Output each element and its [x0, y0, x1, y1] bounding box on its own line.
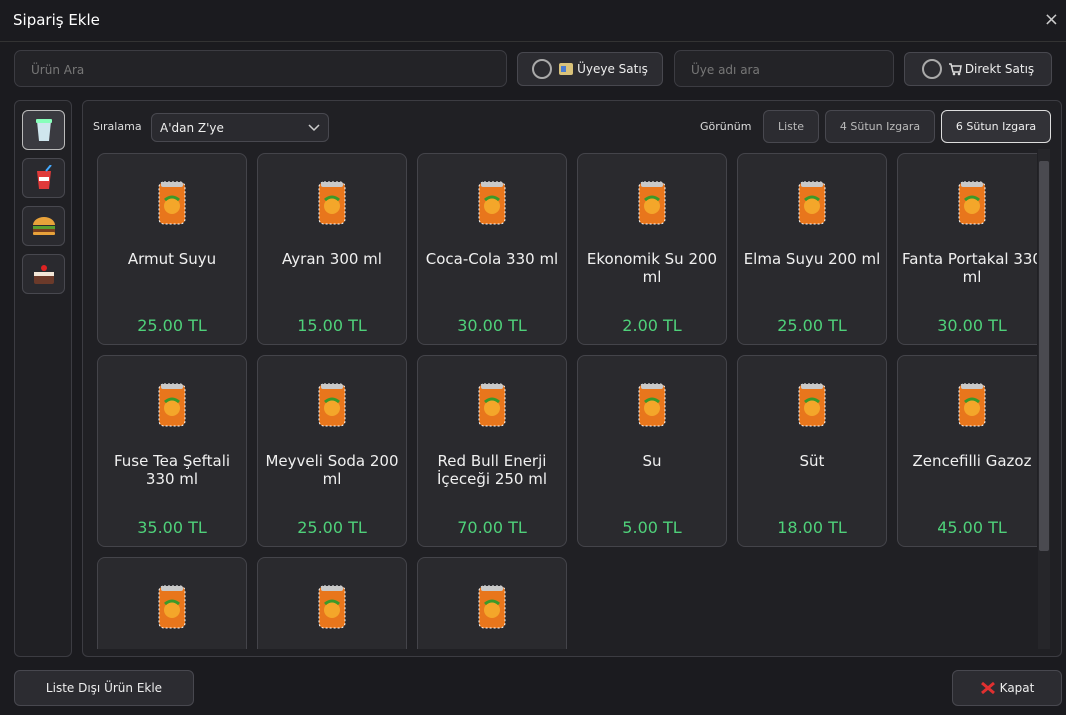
icon	[948, 63, 962, 76]
add-unlisted-button[interactable]: Liste Dışı Ürün Ekle	[14, 670, 194, 706]
radio	[921, 59, 942, 79]
product-price: 25.00 TL	[777, 316, 847, 335]
product-price: 15.00 TL	[297, 316, 367, 335]
close-icon[interactable]: ×	[1043, 9, 1059, 30]
product-name: Fanta Portakal 330 ml	[902, 250, 1037, 286]
product-name: Zencefilli Gazoz	[912, 452, 1032, 470]
product-name: Ayran 300 ml	[282, 250, 382, 268]
product-card[interactable]: Elma Suyu 200 ml 25.00 TL	[737, 153, 887, 345]
product-image	[158, 585, 186, 629]
product-name: Elma Suyu 200 ml	[743, 250, 881, 268]
sort-label: Sıralama	[93, 120, 142, 133]
product-price: 18.00 TL	[777, 518, 847, 537]
product-image	[958, 383, 986, 427]
product-card[interactable]: Zencefilli Gazoz 45.00 TL	[897, 355, 1037, 547]
product-card[interactable]	[97, 557, 247, 649]
placeholder: Üye adı ara	[691, 63, 760, 77]
radio	[532, 59, 553, 79]
product-name: Armut Suyu	[127, 250, 217, 268]
product-price: 45.00 TL	[937, 518, 1007, 537]
product-card[interactable]	[257, 557, 407, 649]
label: Kapat	[999, 681, 1035, 695]
product-card[interactable]: Meyveli Soda 200 ml 25.00 TL	[257, 355, 407, 547]
product-name: Meyveli Soda 200 ml	[265, 452, 399, 488]
product-name: Süt	[799, 452, 825, 470]
icon	[980, 681, 995, 695]
product-image	[798, 181, 826, 225]
product-name: Su	[642, 452, 662, 470]
product-card[interactable]: Su 5.00 TL	[577, 355, 727, 547]
product-card[interactable]: Ekonomik Su 200 ml 2.00 TL	[577, 153, 727, 345]
product-card[interactable]: Fanta Portakal 330 ml 30.00 TL	[897, 153, 1037, 345]
product-image	[478, 585, 506, 629]
category-sidebar	[14, 100, 72, 657]
product-card[interactable]: Armut Suyu 25.00 TL	[97, 153, 247, 345]
label: Üyeye Satış	[577, 62, 648, 76]
product-panel: Sıralama A'dan Z'ye Görünüm Liste 4 Sütu…	[82, 100, 1062, 657]
sort-value: A'dan Z'ye	[160, 120, 224, 135]
search-input[interactable]: Ürün Ara	[14, 50, 507, 87]
close-button[interactable]: Kapat	[952, 670, 1062, 706]
title-bar: Sipariş Ekle ×	[0, 0, 1066, 42]
product-image	[158, 383, 186, 427]
product-name: Fuse Tea Şeftali 330 ml	[113, 452, 231, 488]
view-6-col[interactable]: 6 Sütun Izgara	[941, 110, 1051, 143]
product-card[interactable]: Fuse Tea Şeftali 330 ml 35.00 TL	[97, 355, 247, 547]
view-list[interactable]: Liste	[763, 110, 819, 143]
product-price: 25.00 TL	[297, 518, 367, 537]
product-name: Ekonomik Su 200 ml	[586, 250, 718, 286]
product-price: 5.00 TL	[622, 518, 682, 537]
product-card[interactable]: Ayran 300 ml 15.00 TL	[257, 153, 407, 345]
product-price: 25.00 TL	[137, 316, 207, 335]
member-search[interactable]: Üye adı ara	[674, 50, 894, 87]
product-image	[478, 181, 506, 225]
member-sale-toggle[interactable]: Üyeye Satış	[517, 52, 663, 86]
product-name: Coca-Cola 330 ml	[425, 250, 559, 268]
category-dessert[interactable]	[22, 254, 65, 294]
product-card[interactable]: Red Bull Enerji İçeceği 250 ml 70.00 TL	[417, 355, 567, 547]
category-soda[interactable]	[22, 158, 65, 198]
product-card[interactable]: Coca-Cola 330 ml 30.00 TL	[417, 153, 567, 345]
direct-sale-toggle[interactable]: Direkt Satış	[904, 52, 1052, 86]
product-image	[638, 383, 666, 427]
product-image	[638, 181, 666, 225]
product-price: 30.00 TL	[457, 316, 527, 335]
product-grid: Armut Suyu 25.00 TL Ayran 300 ml 15.00 TL Co…	[97, 153, 1037, 649]
category-food[interactable]	[22, 206, 65, 246]
product-image	[478, 383, 506, 427]
sort-select[interactable]: A'dan Z'ye	[151, 113, 329, 142]
placeholder: Ürün Ara	[31, 63, 85, 77]
product-price: 30.00 TL	[937, 316, 1007, 335]
chevron	[308, 124, 320, 132]
product-image	[318, 181, 346, 225]
product-card[interactable]	[417, 557, 567, 649]
product-image	[798, 383, 826, 427]
scrollbar[interactable]	[1038, 149, 1050, 649]
product-price: 35.00 TL	[137, 518, 207, 537]
product-card[interactable]: Süt 18.00 TL	[737, 355, 887, 547]
icon	[559, 63, 574, 75]
product-image	[318, 585, 346, 629]
product-image	[958, 181, 986, 225]
product-price: 2.00 TL	[622, 316, 682, 335]
product-name: Red Bull Enerji İçeceği 250 ml	[436, 452, 547, 488]
dialog-title: Sipariş Ekle	[13, 11, 100, 29]
scroll-thumb	[1039, 161, 1049, 551]
product-image	[158, 181, 186, 225]
view-4-col[interactable]: 4 Sütun Izgara	[825, 110, 935, 143]
label: Direkt Satış	[964, 62, 1035, 76]
product-price: 70.00 TL	[457, 518, 527, 537]
category-drinks[interactable]	[22, 110, 65, 150]
view-label: Görünüm	[700, 120, 752, 133]
product-image	[318, 383, 346, 427]
